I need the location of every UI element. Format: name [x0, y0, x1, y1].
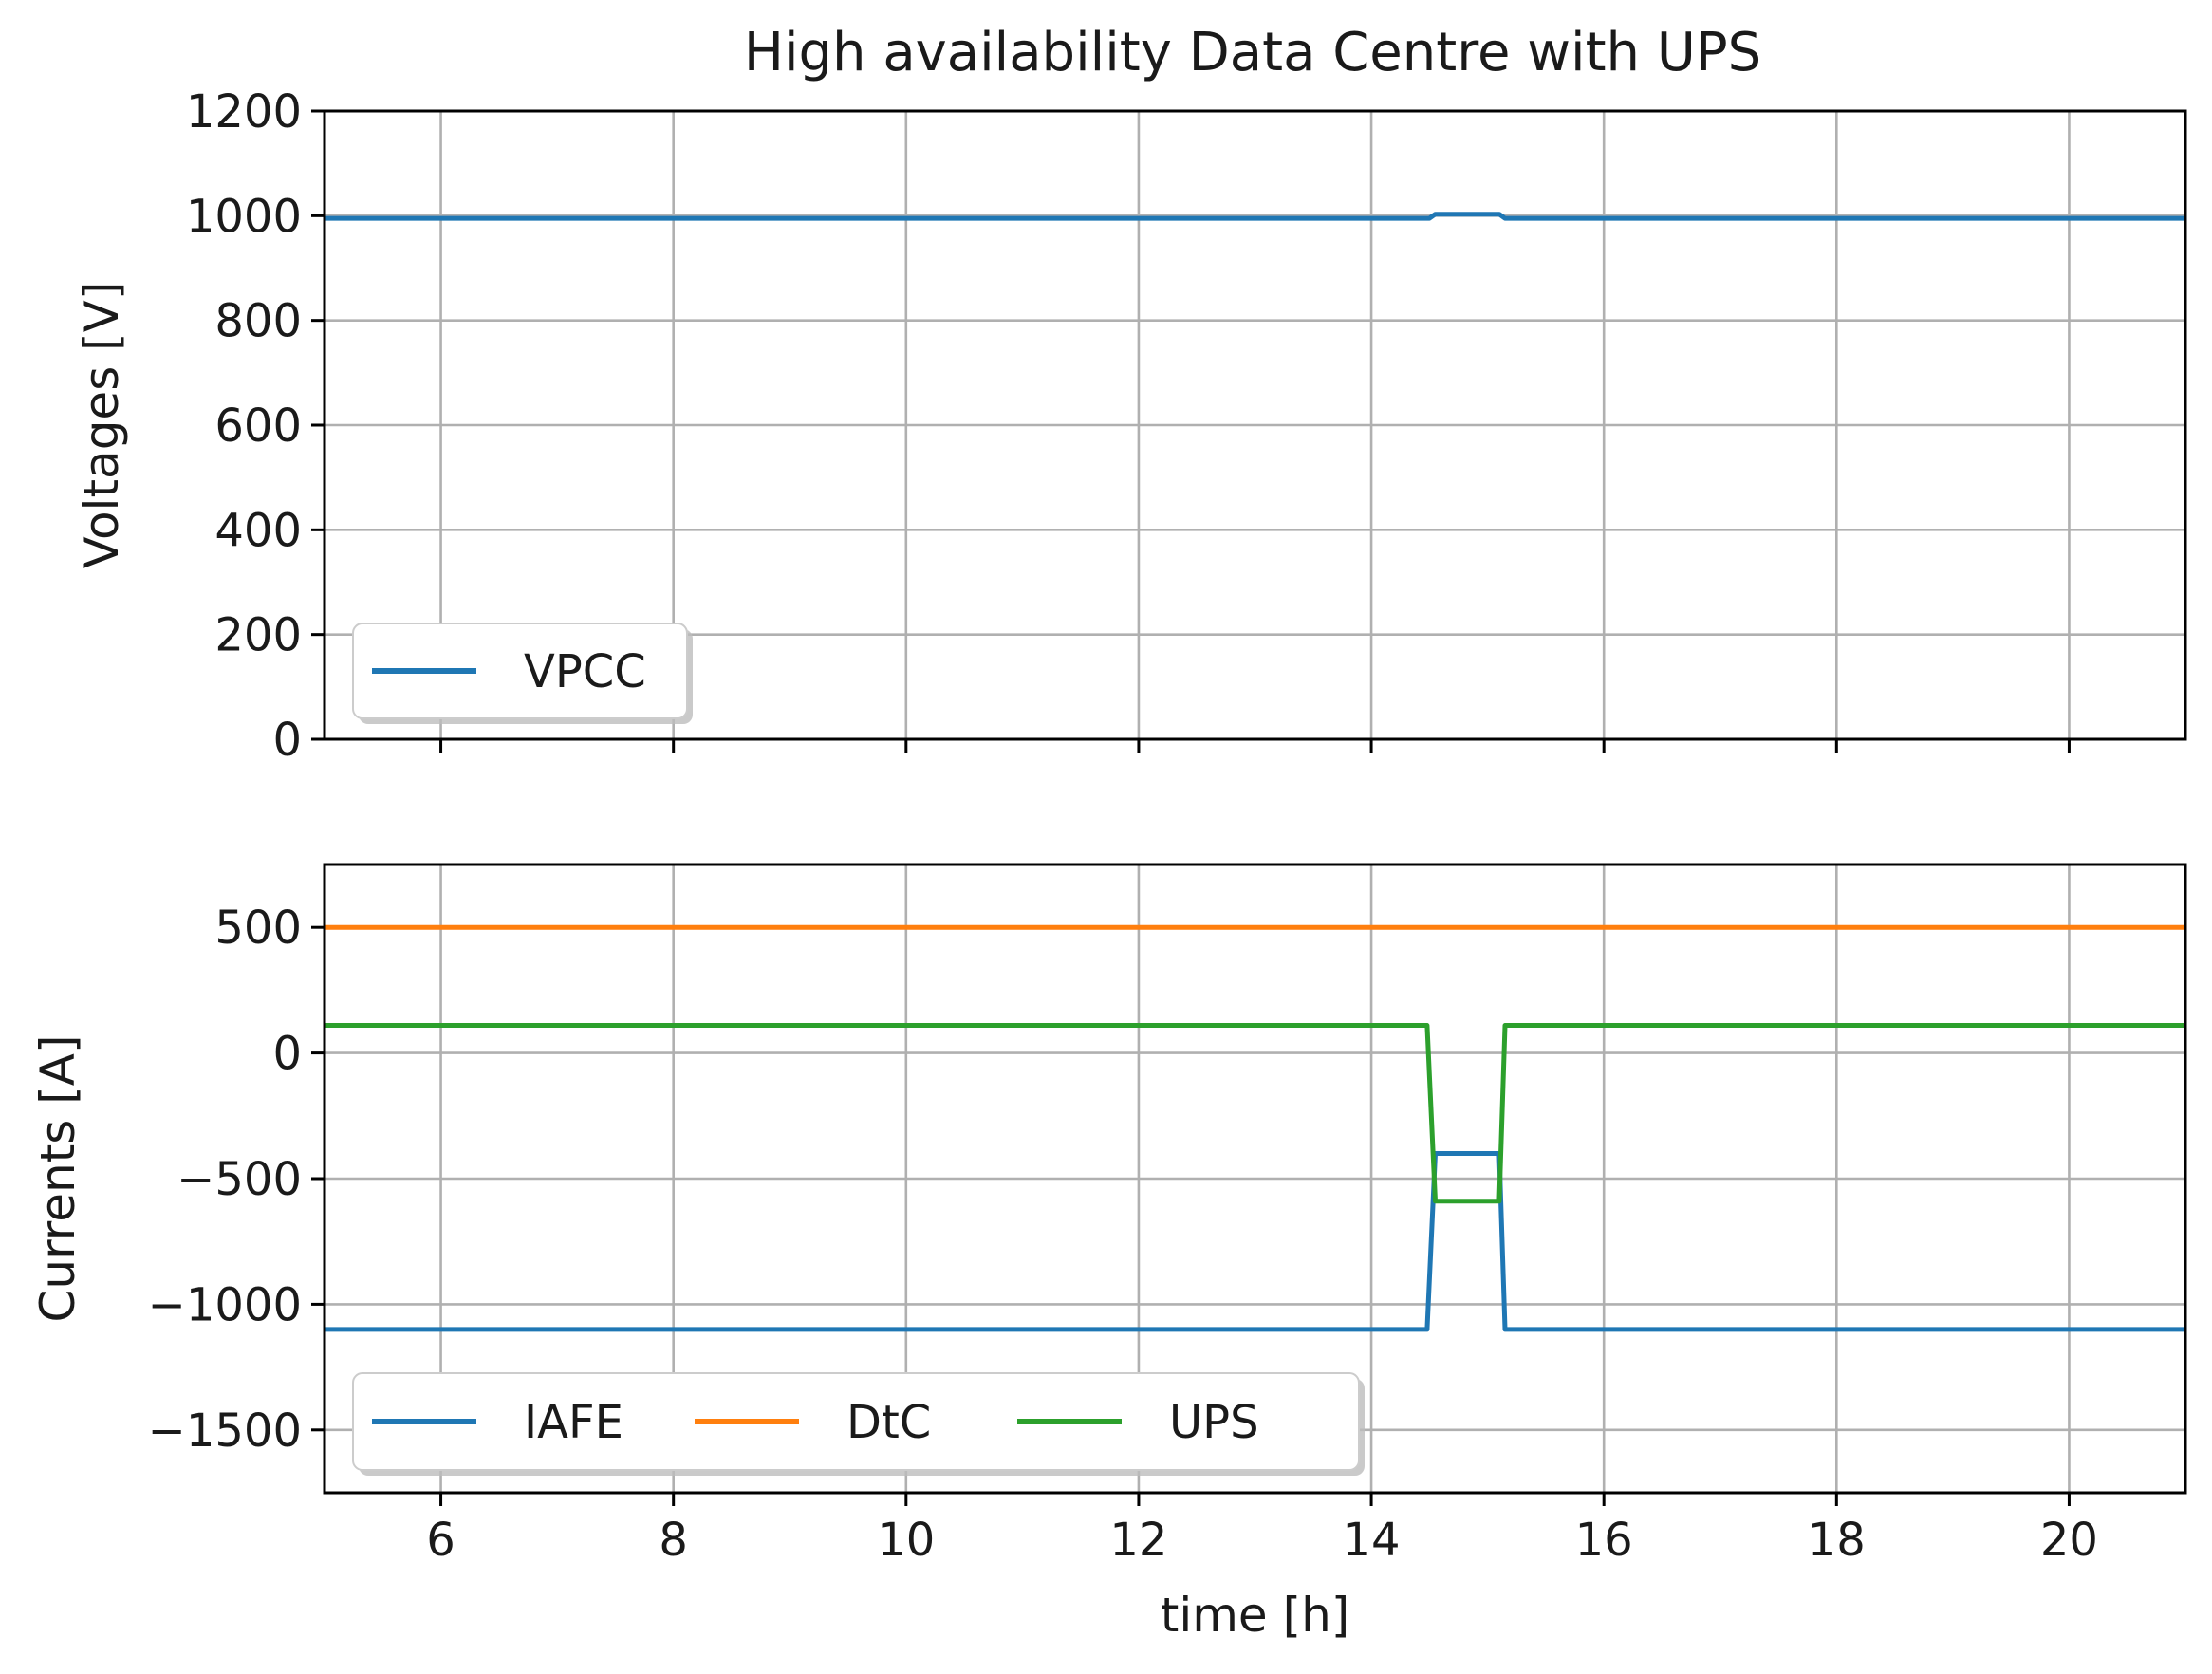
legend-label-dtc: DtC: [846, 1396, 931, 1449]
x-tick-label: 8: [659, 1514, 688, 1567]
y-tick-label: 600: [214, 400, 302, 453]
y-axis-label: Currents [A]: [30, 1035, 85, 1323]
x-tick-label: 6: [426, 1514, 455, 1567]
legend-box: [352, 1372, 1360, 1471]
legend-label-vpcc: VPCC: [524, 645, 646, 698]
y-tick-label: −500: [177, 1153, 302, 1206]
x-tick-label: 16: [1575, 1514, 1633, 1567]
legend: IAFE DtC UPS: [352, 1372, 1365, 1476]
y-axis-label: Voltages [V]: [74, 282, 129, 569]
y-tick-label: −1500: [148, 1404, 302, 1458]
x-tick-label: 18: [1808, 1514, 1866, 1567]
legend: VPCC: [352, 623, 693, 724]
y-tick-label: 200: [214, 609, 302, 662]
legend-label-ups: UPS: [1169, 1396, 1259, 1449]
y-tick-label: 1000: [186, 190, 302, 243]
x-tick-label: 20: [2040, 1514, 2098, 1567]
legend-label-iafe: IAFE: [524, 1396, 623, 1449]
y-tick-label: 1200: [186, 85, 302, 139]
current-panel: 6 8 10 12 14 16 18 20 500 0 −500 −1000 −1500 Currents…: [30, 863, 2187, 1643]
series-line-ups: [325, 1023, 2185, 1204]
x-axis-label: time [h]: [1161, 1588, 1350, 1643]
x-tick-label: 10: [877, 1514, 935, 1567]
y-tick-label: 800: [214, 295, 302, 348]
series-line-iafe: [325, 1151, 2185, 1332]
y-tick-label: 400: [214, 504, 302, 557]
series-line-vpcc: [325, 212, 2185, 221]
x-tick-label: 12: [1109, 1514, 1167, 1567]
y-tick-label: 0: [272, 1028, 302, 1081]
voltage-panel: 0 200 400 600 800 1000 1200 Voltages [V] VPCC: [74, 85, 2187, 767]
x-tick-label: 14: [1343, 1514, 1401, 1567]
y-tick-label: 500: [214, 902, 302, 955]
legend-box: [352, 623, 688, 719]
chart-title: High availability Data Centre with UPS: [744, 22, 1761, 84]
y-tick-label: −1000: [148, 1278, 302, 1331]
y-tick-label: 0: [272, 714, 302, 767]
